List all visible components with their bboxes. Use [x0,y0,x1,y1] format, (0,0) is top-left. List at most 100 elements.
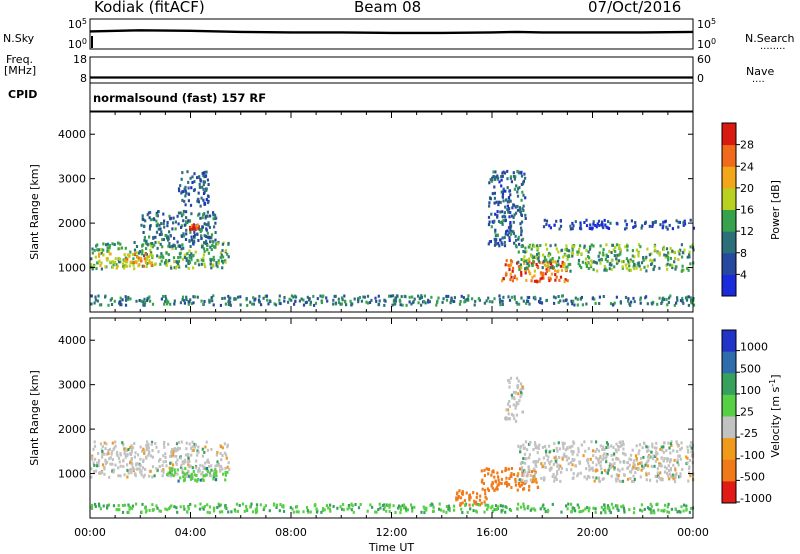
range-cell [224,302,227,306]
range-cell [555,219,558,223]
range-cell [393,299,396,302]
range-cell [198,212,201,216]
range-cell [328,507,332,511]
range-cell [189,298,192,302]
range-cell [600,467,603,471]
range-cell [561,262,564,266]
range-cell [637,261,640,265]
range-cell [641,464,644,468]
range-cell [544,510,547,513]
range-cell [171,448,174,451]
range-cell [541,271,544,275]
range-cell [483,488,487,492]
range-cell [587,461,590,465]
range-cell [494,230,497,234]
range-cell [459,496,463,500]
range-cell [160,232,163,236]
range-cell [193,227,196,231]
range-cell [366,301,370,305]
range-cell [204,461,207,465]
range-cell [571,221,574,225]
range-cell [614,477,618,481]
range-cell [191,254,194,258]
range-cell [555,478,558,481]
range-cell [135,467,139,471]
range-cell [612,445,615,449]
range-cell [690,301,693,305]
range-cell [516,277,519,281]
range-cell [485,497,488,501]
range-cell [188,254,191,258]
range-cell [149,218,153,222]
range-cell [568,249,571,253]
range-cell [507,233,510,237]
range-cell [603,468,606,472]
range-cell [228,298,231,302]
range-cell [645,473,648,477]
range-cell [510,472,513,476]
range-cell [514,483,518,487]
range-cell [138,251,141,255]
range-cell [308,298,311,302]
range-cell [624,263,627,267]
range-cell [549,266,552,270]
range-cell [98,259,101,263]
range-cell [216,242,219,246]
range-cell [605,446,608,450]
range-cell [595,456,598,460]
range-cell [185,257,188,261]
range-cell [427,300,430,304]
range-cell [553,442,556,446]
range-cell [505,230,508,234]
range-cell [509,221,512,224]
range-cell [603,268,606,272]
scatter-regions [90,169,696,307]
velocity-colorbar-label: -500 [740,470,765,483]
range-cell [481,478,484,482]
y-tick-label: 1000 [58,468,86,481]
range-cell [165,297,168,301]
range-cell [273,302,276,306]
range-cell [653,464,656,468]
range-cell [131,252,134,256]
range-cell [506,186,509,190]
range-cell [169,454,172,458]
range-cell [171,463,175,467]
range-cell [665,449,668,453]
range-cell [543,255,546,259]
range-cell [215,471,218,475]
range-cell [118,300,121,304]
range-cell [189,176,192,180]
range-cell [156,254,159,258]
range-cell [680,446,683,450]
range-cell [538,301,541,305]
range-cell [200,258,203,262]
range-cell [186,510,189,514]
range-cell [514,477,517,481]
range-cell [560,470,563,474]
range-cell [591,261,594,265]
range-cell [634,471,637,475]
range-cell [423,300,426,304]
range-cell [124,455,127,459]
range-cell [564,253,567,257]
range-cell [104,265,107,269]
range-cell [210,447,213,451]
range-cell [486,487,489,491]
range-cell [606,471,609,475]
range-cell [138,263,141,267]
range-cell [215,261,218,265]
range-cell [392,294,395,298]
range-cell [177,440,180,444]
range-cell [190,212,193,216]
range-cell [200,235,203,238]
range-cell [208,464,211,468]
range-cell [571,477,574,480]
range-cell [517,502,520,506]
range-cell [679,475,682,478]
range-cell [186,471,189,475]
range-cell [517,260,520,264]
beam-label: Beam 08 [354,0,422,16]
